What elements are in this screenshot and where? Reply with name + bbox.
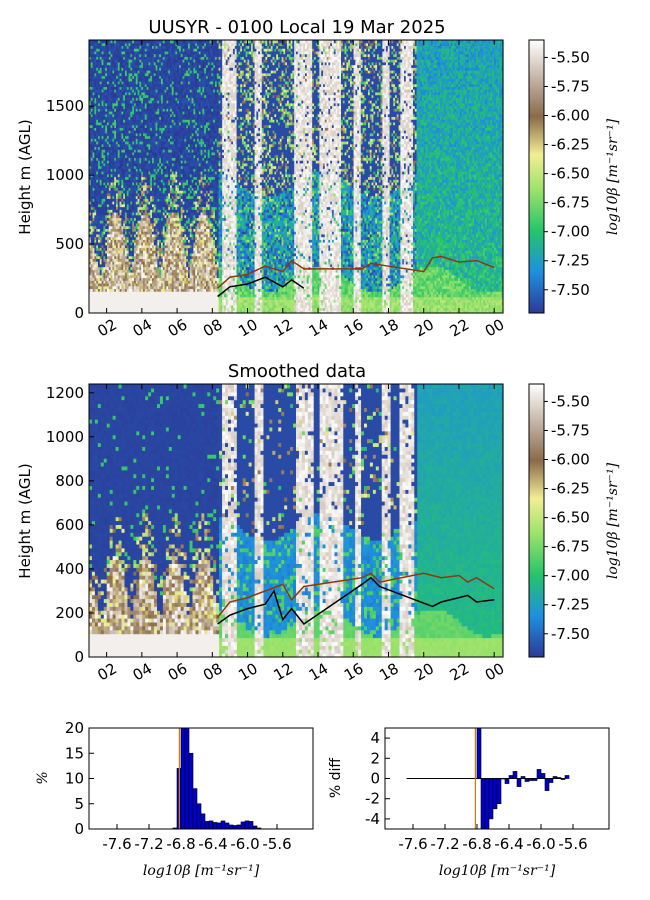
- chart-title: UUSYR - 0100 Local 19 Mar 2025: [148, 17, 445, 38]
- heatmap-cells: [89, 40, 504, 314]
- heatmap-panel-raw: UUSYR - 0100 Local 19 Mar 2025 02 04 06 08 1…: [16, 17, 621, 340]
